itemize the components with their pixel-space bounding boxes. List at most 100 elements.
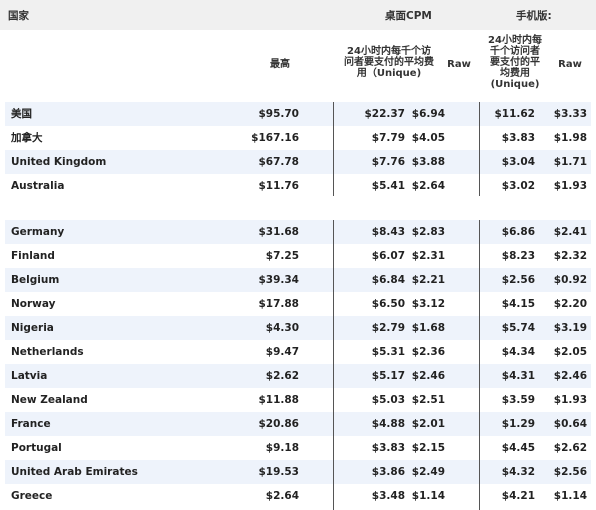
country-cell: United Arab Emirates [11,466,138,478]
desktop-raw-cell: $4.05 [411,132,445,144]
table-row: Germany $31.68 $8.43 $2.83 $6.86 $2.41 [5,220,591,244]
desktop-raw-cell: $6.94 [411,108,445,120]
desktop-unique-cell: $3.86 [371,466,405,478]
desktop-raw-cell: $2.83 [411,226,445,238]
table-row: United Arab Emirates $19.53 $3.86 $2.49 $4.3… [5,460,591,484]
mobile-raw-cell: $1.71 [553,156,587,168]
desktop-raw-cell: $2.01 [411,418,445,430]
country-cell: Germany [11,226,65,238]
desktop-raw-cell: $2.46 [411,370,445,382]
desktop-raw-cell: $1.68 [411,322,445,334]
table-row: Belgium $39.34 $6.84 $2.21 $2.56 $0.92 [5,268,591,292]
max-cpm-cell: $11.76 [258,180,299,192]
desktop-raw-cell: $2.15 [411,442,445,454]
country-cell: Belgium [11,274,60,286]
desktop-unique-header: 24小时内每千个访 问者要支付的平均费 用（Unique) [337,46,441,79]
country-cell: Portugal [11,442,62,454]
mobile-unique-cell: $3.59 [501,394,535,406]
mobile-raw-header: Raw [558,59,582,70]
desktop-unique-header-line: 问者要支付的平均费 [344,57,434,68]
max-cpm-cell: $39.34 [258,274,299,286]
mobile-raw-cell: $3.19 [553,322,587,334]
max-cpm-cell: $31.68 [258,226,299,238]
mobile-unique-cell: $6.86 [501,226,535,238]
mobile-header: 手机版: [516,10,552,22]
desktop-unique-cell: $8.43 [371,226,405,238]
max-column-header: 最高 [270,59,290,70]
table-row: Norway $17.88 $6.50 $3.12 $4.15 $2.20 [5,292,591,316]
desktop-unique-cell: $22.37 [364,108,405,120]
mobile-raw-cell: $0.92 [553,274,587,286]
country-cell: United Kingdom [11,156,107,168]
desktop-unique-cell: $2.79 [371,322,405,334]
max-cpm-cell: $2.64 [265,490,299,502]
mobile-unique-header-line: 要支付的平 [490,57,540,68]
max-cpm-cell: $17.88 [258,298,299,310]
mobile-unique-cell: $4.31 [501,370,535,382]
desktop-unique-cell: $3.48 [371,490,405,502]
mobile-unique-cell: $3.04 [501,156,535,168]
mobile-raw-cell: $0.64 [553,418,587,430]
desktop-unique-header-line: 24小时内每千个访 [347,46,431,57]
column-divider [333,102,334,196]
desktop-raw-header: Raw [447,59,471,70]
table-row: United Kingdom $67.78 $7.76 $3.88 $3.04 $1.71 [5,150,591,174]
mobile-unique-cell: $5.74 [501,322,535,334]
table-row: Australia $11.76 $5.41 $2.64 $3.02 $1.93 [5,174,591,198]
mobile-raw-cell: $2.62 [553,442,587,454]
table-row: 美国 $95.70 $22.37 $6.94 $11.62 $3.33 [5,102,591,126]
desktop-raw-cell: $2.49 [411,466,445,478]
max-cpm-cell: $67.78 [258,156,299,168]
mobile-raw-cell: $3.33 [553,108,587,120]
table-row: 加拿大 $167.16 $7.79 $4.05 $3.83 $1.98 [5,126,591,150]
max-cpm-cell: $4.30 [265,322,299,334]
mobile-unique-cell: $4.45 [501,442,535,454]
desktop-raw-cell: $2.36 [411,346,445,358]
country-cell: Netherlands [11,346,84,358]
mobile-raw-cell: $1.93 [553,394,587,406]
max-cpm-cell: $20.86 [258,418,299,430]
column-divider [333,220,334,510]
mobile-unique-cell: $2.56 [501,274,535,286]
desktop-raw-cell: $3.88 [411,156,445,168]
max-cpm-cell: $7.25 [265,250,299,262]
desktop-unique-cell: $5.17 [371,370,405,382]
country-cell: Norway [11,298,56,310]
country-column-header: 国家 [8,10,29,22]
mobile-unique-cell: $3.83 [501,132,535,144]
mobile-unique-cell: $8.23 [501,250,535,262]
mobile-unique-header: 24小时内每 千个访问者 要支付的平 均费用 (Unique) [484,35,546,90]
mobile-unique-cell: $1.29 [501,418,535,430]
mobile-raw-cell: $1.93 [553,180,587,192]
column-divider [479,102,480,196]
table-subheader: 最高 24小时内每千个访 问者要支付的平均费 用（Unique) Raw 24小… [0,30,596,102]
max-cpm-cell: $167.16 [251,132,299,144]
country-cell: Nigeria [11,322,54,334]
table-row: Greece $2.64 $3.48 $1.14 $4.21 $1.14 [5,484,591,508]
max-cpm-cell: $2.62 [265,370,299,382]
mobile-unique-cell: $11.62 [494,108,535,120]
mobile-unique-header-line: 均费用 [500,68,530,79]
max-cpm-cell: $11.88 [258,394,299,406]
country-cell: Latvia [11,370,48,382]
desktop-raw-cell: $2.21 [411,274,445,286]
desktop-raw-cell: $2.51 [411,394,445,406]
mobile-unique-cell: $4.32 [501,466,535,478]
desktop-unique-cell: $6.50 [371,298,405,310]
country-cell: Finland [11,250,55,262]
country-cell: Australia [11,180,65,192]
mobile-raw-cell: $2.41 [553,226,587,238]
max-cpm-cell: $9.18 [265,442,299,454]
mobile-raw-cell: $1.14 [553,490,587,502]
country-cell: 美国 [11,108,32,120]
mobile-raw-cell: $2.46 [553,370,587,382]
table-row: Finland $7.25 $6.07 $2.31 $8.23 $2.32 [5,244,591,268]
mobile-raw-cell: $2.20 [553,298,587,310]
mobile-unique-cell: $4.34 [501,346,535,358]
mobile-raw-cell: $2.56 [553,466,587,478]
desktop-unique-header-line: 用（Unique) [356,68,422,79]
country-cell: New Zealand [11,394,88,406]
mobile-raw-cell: $2.05 [553,346,587,358]
desktop-unique-cell: $6.07 [371,250,405,262]
